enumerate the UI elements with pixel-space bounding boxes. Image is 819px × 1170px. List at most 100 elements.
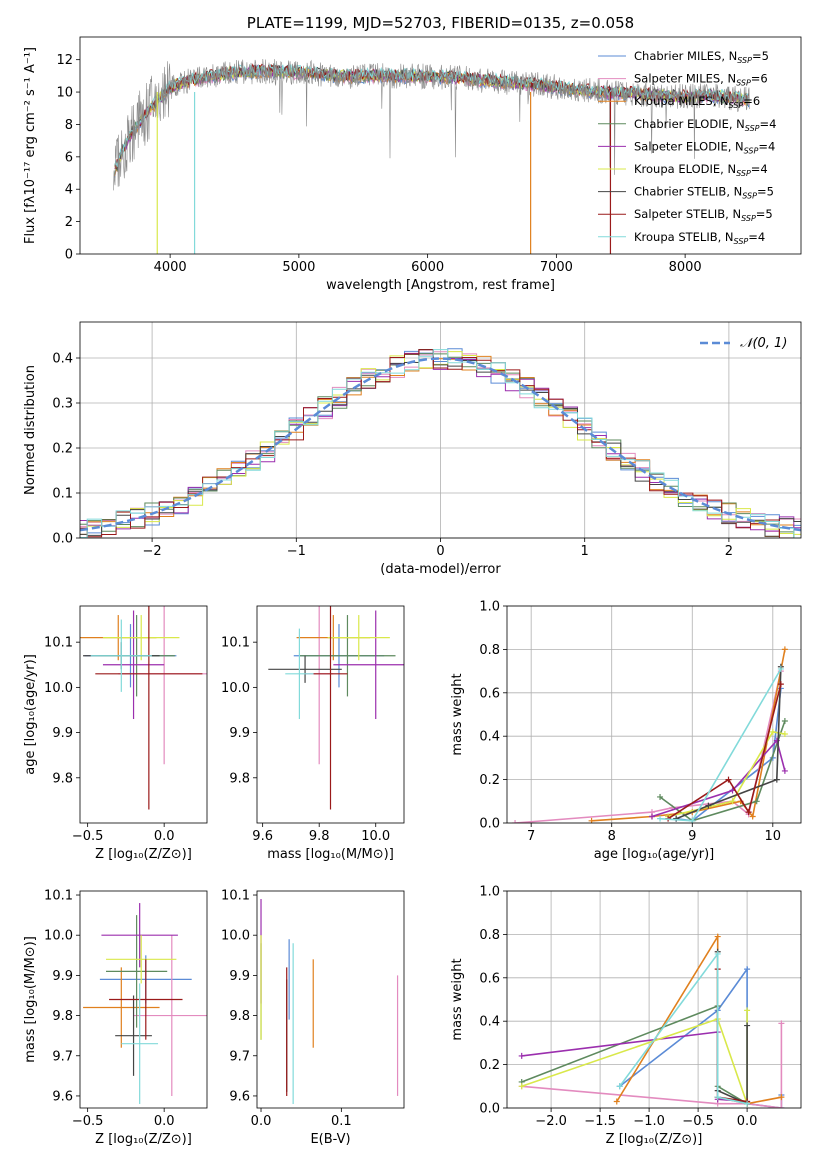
x-tick-label: 8	[608, 829, 616, 844]
data-point-2	[83, 967, 160, 1048]
x-tick-label: 10	[765, 829, 782, 844]
x-tick-label: 5000	[282, 260, 315, 275]
x-tick-label: −0.5	[682, 1114, 714, 1129]
x-tick-label: −0.5	[72, 1114, 104, 1129]
legend-name: Chabrier ELODIE, N	[634, 117, 745, 131]
y-tick-label: 0.3	[52, 397, 73, 412]
y-tick-label: 9.6	[229, 1089, 250, 1104]
y-tick-label: 0.2	[479, 773, 500, 788]
chart-title: PLATE=1199, MJD=52703, FIBERID=0135, z=0…	[247, 14, 634, 32]
weight-marker	[714, 950, 721, 957]
weight-marker	[714, 933, 721, 940]
x-axis-label: (data-model)/error	[380, 562, 501, 577]
legend-tail: =5	[756, 207, 773, 221]
y-tick-label: 1.0	[479, 600, 500, 615]
x-tick-label: 9.6	[252, 829, 273, 844]
axes-frame	[256, 605, 405, 824]
x-tick-label: 9.8	[309, 829, 330, 844]
weight-marker	[725, 776, 732, 783]
data-point-3	[106, 915, 168, 1028]
y-tick-label: 10.0	[221, 929, 250, 944]
y-axis-label: Flux [fλ10⁻¹⁷ erg cm⁻² s⁻¹ A⁻¹]	[23, 47, 38, 244]
weight-marker	[781, 718, 788, 725]
legend-tail: =4	[751, 162, 768, 176]
legend-name: Salpeter MILES, N	[634, 72, 736, 86]
axes-frame	[79, 605, 208, 824]
legend-label: Salpeter ELODIE, NSSP=4	[634, 139, 775, 155]
x-axis-label: E(B-V)	[310, 1132, 350, 1147]
weight-marker	[657, 815, 664, 822]
x-tick-label: 0.0	[251, 1114, 272, 1129]
x-tick-label: 7000	[540, 260, 573, 275]
axes-frame	[506, 890, 802, 1109]
axes-frame	[506, 605, 802, 824]
x-tick-label: −1	[287, 544, 306, 559]
legend-tail: =5	[757, 185, 774, 199]
legend-label: Kroupa ELODIE, NSSP=4	[634, 162, 768, 178]
x-tick-label: −2.0	[535, 1114, 567, 1129]
y-tick-label: 0.4	[479, 730, 500, 745]
y-tick-label: 9.8	[229, 1009, 250, 1024]
x-tick-label: 4000	[154, 260, 187, 275]
axes-6	[253, 894, 342, 1112]
y-tick-label: 8	[65, 118, 73, 133]
legend-label: Chabrier STELIB, NSSP=5	[634, 185, 774, 201]
weight-marker	[616, 1083, 623, 1090]
y-tick-label: 9.7	[229, 1049, 250, 1064]
axes-5	[76, 894, 165, 1112]
legend-label: Salpeter MILES, NSSP=6	[634, 72, 768, 88]
weight-marker	[729, 798, 736, 805]
weight-marker	[673, 815, 680, 822]
x-tick-label: 0.0	[154, 1114, 175, 1129]
weight-marker	[613, 1098, 620, 1105]
y-tick-label: 0.4	[479, 1015, 500, 1030]
x-tick-label: 0.0	[154, 829, 175, 844]
axes-frame	[79, 890, 208, 1109]
weight-marker	[657, 793, 664, 800]
x-axis-label: Z [log₁₀(Z/Z⊙)]	[95, 847, 192, 862]
weight-marker	[778, 1105, 785, 1108]
weight-series-0	[619, 966, 783, 1108]
y-axis-label: age [log₁₀(age/yr)]	[23, 654, 38, 775]
weight-marker	[714, 1094, 721, 1101]
legend-tail: =4	[748, 230, 765, 244]
observed-spectrum	[113, 58, 750, 191]
weight-marker	[769, 728, 776, 735]
weight-marker	[744, 1007, 751, 1014]
weight-marker	[744, 966, 751, 973]
data-point-7	[313, 606, 348, 810]
legend-subscript: SSP	[736, 79, 751, 88]
legend-subscript: SSP	[742, 192, 757, 201]
axes-frame	[256, 890, 405, 1109]
weight-marker	[777, 681, 784, 688]
x-tick-label: −1.5	[584, 1114, 616, 1129]
axes-7	[503, 890, 801, 1112]
weight-marker	[744, 1100, 751, 1107]
y-tick-label: 0.0	[479, 817, 500, 832]
legend-label: 𝒩(0, 1)	[740, 336, 787, 351]
data-point-6	[268, 655, 342, 683]
legend-tail: =5	[752, 49, 769, 63]
weight-marker	[518, 1052, 525, 1059]
weight-marker	[705, 802, 712, 809]
weight-marker	[781, 731, 788, 738]
x-tick-label: −2	[143, 544, 162, 559]
y-tick-label: 0.0	[479, 1102, 500, 1117]
x-tick-label: 1	[581, 544, 589, 559]
x-axis-label: Z [log₁₀(Z/Z⊙)]	[606, 1132, 703, 1147]
data-point-8	[121, 983, 159, 1104]
y-tick-label: 2	[65, 215, 73, 230]
x-tick-label: 7	[527, 829, 535, 844]
weight-marker	[781, 767, 788, 774]
axes-frame	[79, 321, 802, 539]
x-tick-label: 0.0	[737, 1114, 758, 1129]
legend-tail: =4	[758, 139, 775, 153]
weight-series-7	[667, 683, 782, 820]
legend-label: Kroupa MILES, NSSP=6	[634, 94, 760, 110]
data-point-4	[333, 610, 404, 720]
weight-series-8	[619, 951, 748, 1105]
data-point-4	[102, 610, 165, 720]
weight-series-1	[521, 1023, 783, 1108]
y-tick-label: 10.1	[44, 889, 73, 904]
